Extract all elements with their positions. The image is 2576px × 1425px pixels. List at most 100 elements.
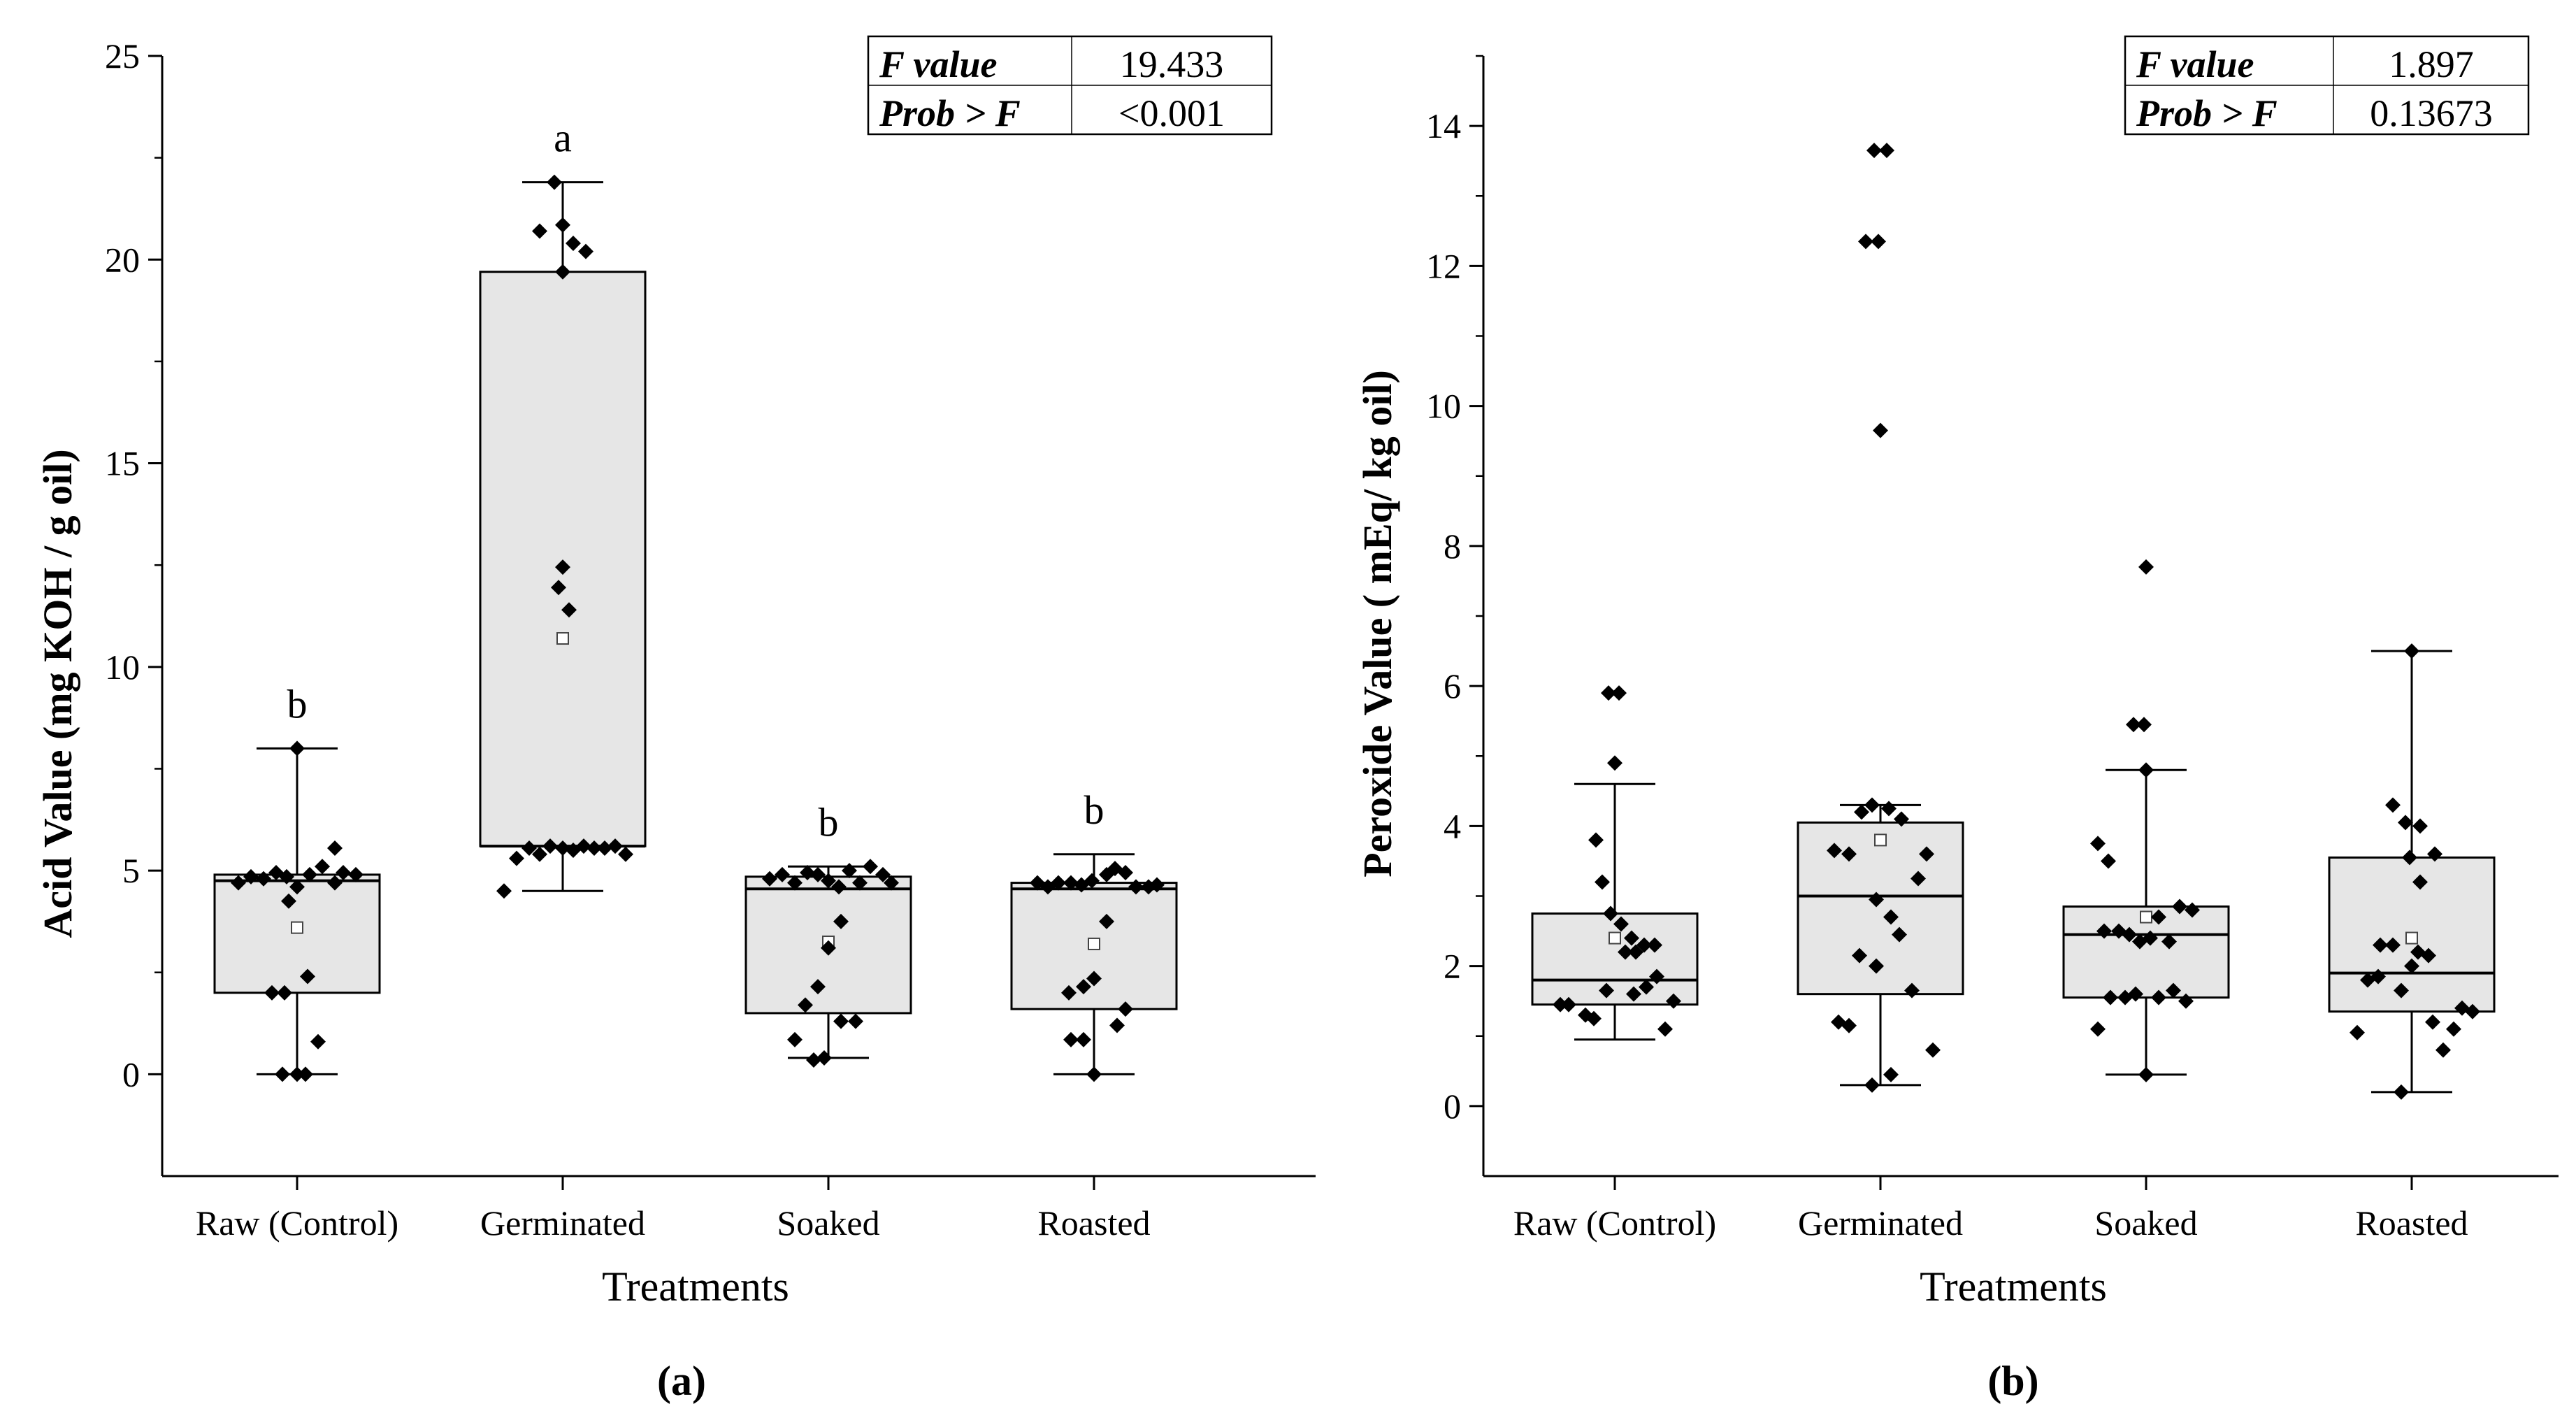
data-point — [1118, 865, 1133, 881]
prob-f-value: <0.001 — [1118, 92, 1225, 134]
data-point — [2427, 846, 2442, 862]
data-point — [1894, 811, 1909, 827]
data-point — [1866, 143, 1882, 159]
data-point — [2412, 874, 2428, 890]
data-point — [875, 866, 891, 882]
box-group: b — [213, 681, 381, 1082]
data-point — [762, 871, 777, 887]
data-point — [555, 264, 570, 280]
data-point — [348, 866, 364, 882]
data-point — [2446, 1021, 2461, 1037]
mean-marker — [2140, 910, 2152, 924]
data-point — [1827, 843, 1842, 859]
box-group — [2328, 643, 2496, 1100]
data-point — [2370, 968, 2386, 984]
data-point — [1149, 877, 1165, 893]
data-point — [831, 879, 847, 895]
x-axis-title: Treatments — [1920, 1263, 2107, 1310]
data-point — [2166, 982, 2181, 998]
data-point — [1618, 944, 1633, 960]
x-tick-label: Soaked — [777, 1203, 879, 1243]
data-point — [1118, 1001, 1133, 1017]
panel-a-acid-value: b a b b 0 5 10 15 20 25 Raw (Control) Germinated So… — [35, 35, 1316, 1404]
data-point — [1883, 1066, 1899, 1082]
data-point — [1084, 873, 1100, 889]
data-point — [561, 602, 577, 618]
data-point — [848, 1013, 863, 1029]
prob-f-label: Prob > F — [879, 92, 1021, 134]
data-point — [2412, 818, 2428, 834]
data-point — [1051, 875, 1066, 891]
data-point — [279, 868, 294, 885]
mean-marker — [2405, 931, 2418, 945]
data-point — [1601, 685, 1616, 701]
data-point — [2101, 853, 2116, 869]
data-point — [298, 1066, 313, 1082]
mean-marker — [1088, 937, 1100, 950]
data-point — [310, 1033, 326, 1050]
data-point — [1086, 1066, 1102, 1082]
data-point — [1128, 879, 1144, 895]
data-point — [327, 840, 343, 857]
data-point — [1911, 871, 1926, 887]
data-point — [607, 838, 623, 854]
data-point — [2373, 937, 2388, 953]
data-point — [1864, 797, 1880, 813]
data-point — [576, 838, 591, 854]
data-point — [1611, 685, 1627, 701]
data-point — [2161, 933, 2177, 950]
data-point — [884, 875, 899, 891]
data-point — [1873, 422, 1888, 438]
mean-marker — [291, 921, 303, 934]
y-tick-label: 25 — [105, 36, 140, 76]
data-point — [336, 865, 351, 881]
data-point — [2151, 909, 2166, 925]
data-point — [787, 1031, 803, 1047]
data-point — [2122, 926, 2137, 943]
data-point — [315, 859, 330, 875]
data-point — [2090, 1021, 2106, 1037]
data-point — [816, 1050, 832, 1066]
data-point — [1109, 1017, 1125, 1033]
data-point — [2172, 898, 2187, 915]
f-value-label: F value — [2136, 43, 2254, 85]
data-point — [2143, 930, 2158, 946]
data-point — [810, 979, 826, 995]
data-point — [2178, 993, 2194, 1009]
data-point — [551, 580, 566, 596]
data-point — [1854, 804, 1869, 820]
data-point — [1624, 930, 1639, 946]
data-point — [1086, 971, 1102, 987]
data-point — [2435, 1042, 2451, 1058]
data-point — [618, 846, 633, 862]
data-point — [1852, 947, 1867, 964]
data-point — [555, 559, 570, 575]
significance-letter: b — [819, 799, 839, 845]
data-point — [1063, 875, 1079, 891]
data-point — [1881, 801, 1897, 817]
data-point — [1858, 234, 1873, 250]
data-point — [1588, 832, 1604, 848]
data-point — [1904, 982, 1920, 998]
panel-label: (b) — [1987, 1358, 2038, 1404]
data-point — [2425, 1014, 2440, 1030]
data-point — [810, 866, 826, 882]
y-tick-label: 14 — [1426, 106, 1461, 145]
data-point — [833, 913, 849, 929]
data-point — [1919, 846, 1934, 862]
data-point — [1864, 1077, 1880, 1093]
iqr-box — [1531, 912, 1699, 1006]
data-point — [1061, 984, 1077, 1001]
panel-a-axes: 0 5 10 15 20 25 Raw (Control) Germinated Soaked R… — [105, 36, 1316, 1243]
y-tick-label: 15 — [105, 444, 140, 483]
data-point — [2128, 986, 2143, 1002]
data-point — [1925, 1042, 1941, 1058]
data-point — [1892, 926, 1907, 943]
y-tick-label: 12 — [1426, 246, 1461, 285]
data-point — [1063, 1031, 1079, 1047]
data-point — [1879, 143, 1894, 159]
data-point — [1586, 1010, 1602, 1026]
y-tick-label: 10 — [105, 647, 140, 687]
panel-a-stats-table: F value 19.433 Prob > F <0.001 — [867, 35, 1273, 136]
data-point — [1869, 958, 1884, 974]
